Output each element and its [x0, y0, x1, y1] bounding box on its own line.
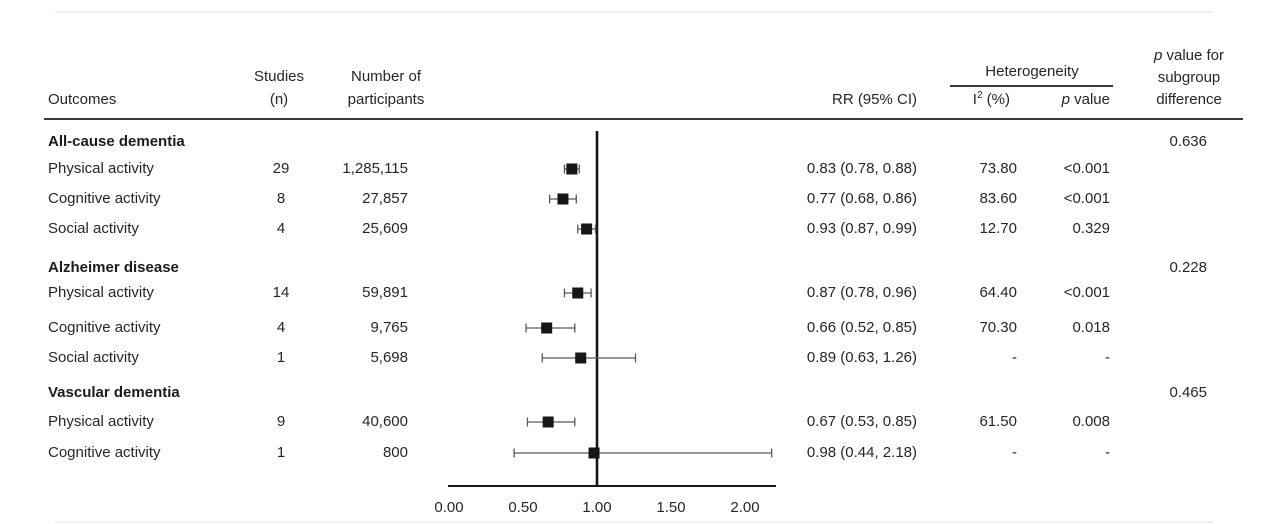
effect-size-square: [572, 287, 584, 299]
col-header-studies-line1: Studies: [253, 68, 305, 85]
participants-count: 25,609: [362, 220, 408, 237]
col-header-heterogeneity: Heterogeneity: [985, 63, 1079, 80]
i2-value: 12.70: [979, 220, 1017, 237]
i2-value: 64.40: [979, 284, 1017, 301]
participants-count: 1,285,115: [342, 160, 408, 177]
col-header-participants-line2: participants: [347, 91, 425, 108]
rr-ci-value: 0.66 (0.52, 0.85): [806, 319, 917, 336]
row-label: Social activity: [48, 220, 139, 237]
group-header: All-cause dementia: [48, 133, 185, 150]
p-value: <0.001: [1063, 160, 1110, 177]
p-value: <0.001: [1063, 284, 1110, 301]
i2-value: 70.30: [979, 319, 1017, 336]
participants-count: 5,698: [370, 349, 408, 366]
p-value: 0.018: [1072, 319, 1110, 336]
p-value: -: [1105, 349, 1110, 366]
rr-ci-value: 0.83 (0.78, 0.88): [806, 160, 917, 177]
effect-size-square: [588, 447, 600, 459]
studies-count: 14: [272, 284, 290, 301]
row-label: Physical activity: [48, 160, 154, 177]
col-header-rr: RR (95% CI): [831, 91, 917, 108]
p-value: <0.001: [1063, 190, 1110, 207]
row-label: Cognitive activity: [48, 444, 161, 461]
i2-superscript: 2: [976, 90, 983, 101]
rr-ci-value: 0.77 (0.68, 0.86): [806, 190, 917, 207]
studies-count: 9: [276, 413, 286, 430]
effect-size-square: [566, 163, 578, 175]
rr-ci-value: 0.98 (0.44, 2.18): [806, 444, 917, 461]
heterogeneity-underline: [950, 85, 1113, 87]
subgroup-header-line2: subgroup: [1157, 69, 1221, 86]
x-axis-tick-label: 1.50: [656, 499, 685, 516]
col-header-participants-line1: Number of: [350, 68, 422, 85]
subgroup-p-value: 0.465: [1169, 384, 1207, 401]
studies-count: 4: [276, 220, 286, 237]
participants-count: 27,857: [362, 190, 408, 207]
studies-count: 1: [276, 349, 286, 366]
effect-size-square: [581, 223, 593, 235]
row-label: Physical activity: [48, 413, 154, 430]
i2-value: 73.80: [979, 160, 1017, 177]
rr-ci-value: 0.67 (0.53, 0.85): [806, 413, 917, 430]
group-header: Alzheimer disease: [48, 259, 179, 276]
x-axis-tick-label: 2.00: [730, 499, 759, 516]
x-axis-tick-label: 0.00: [434, 499, 463, 516]
col-header-p-value: p value: [1062, 90, 1110, 110]
participants-count: 800: [382, 444, 408, 461]
header-rule: [44, 118, 1243, 120]
participants-count: 9,765: [370, 319, 408, 336]
effect-size-square: [541, 322, 553, 334]
i2-value: 83.60: [979, 190, 1017, 207]
studies-count: 1: [276, 444, 286, 461]
row-label: Cognitive activity: [48, 190, 161, 207]
rr-ci-value: 0.87 (0.78, 0.96): [806, 284, 917, 301]
subgroup-header-line1: p value for: [1154, 45, 1224, 67]
subgroup-line1-rest: value for: [1162, 47, 1225, 64]
p-value: 0.329: [1072, 220, 1110, 237]
participants-count: 40,600: [362, 413, 408, 430]
rr-ci-value: 0.89 (0.63, 1.26): [806, 349, 917, 366]
col-header-studies-line2: (n): [269, 91, 289, 108]
i2-unit: (%): [982, 91, 1010, 108]
top-border: [55, 11, 1213, 13]
subgroup-header-line3: difference: [1156, 91, 1222, 108]
col-header-i2: I2 (%): [973, 90, 1010, 110]
rr-ci-value: 0.93 (0.87, 0.99): [806, 220, 917, 237]
row-label: Social activity: [48, 349, 139, 366]
i2-base: I: [972, 91, 977, 108]
studies-count: 29: [272, 160, 290, 177]
subgroup-p-value: 0.228: [1169, 259, 1207, 276]
p-value: 0.008: [1072, 413, 1110, 430]
group-header: Vascular dementia: [48, 384, 180, 401]
subgroup-p-italic: p: [1153, 47, 1163, 64]
effect-size-square: [557, 193, 569, 205]
i2-value: -: [1012, 349, 1017, 366]
x-axis-tick-label: 0.50: [508, 499, 537, 516]
row-label: Cognitive activity: [48, 319, 161, 336]
subgroup-p-value: 0.636: [1169, 133, 1207, 150]
i2-value: -: [1012, 444, 1017, 461]
effect-size-square: [542, 416, 554, 428]
row-label: Physical activity: [48, 284, 154, 301]
col-header-outcomes: Outcomes: [48, 91, 117, 108]
p-rest: value: [1069, 91, 1110, 108]
col-header-subgroup-p: p value for subgroup difference: [1154, 45, 1224, 111]
p-italic: p: [1061, 91, 1070, 108]
x-axis-tick-label: 1.00: [582, 499, 611, 516]
studies-count: 8: [276, 190, 286, 207]
i2-value: 61.50: [979, 413, 1017, 430]
bottom-border: [55, 521, 1213, 523]
p-value: -: [1105, 444, 1110, 461]
studies-count: 4: [276, 319, 286, 336]
effect-size-square: [575, 352, 587, 364]
participants-count: 59,891: [362, 284, 408, 301]
